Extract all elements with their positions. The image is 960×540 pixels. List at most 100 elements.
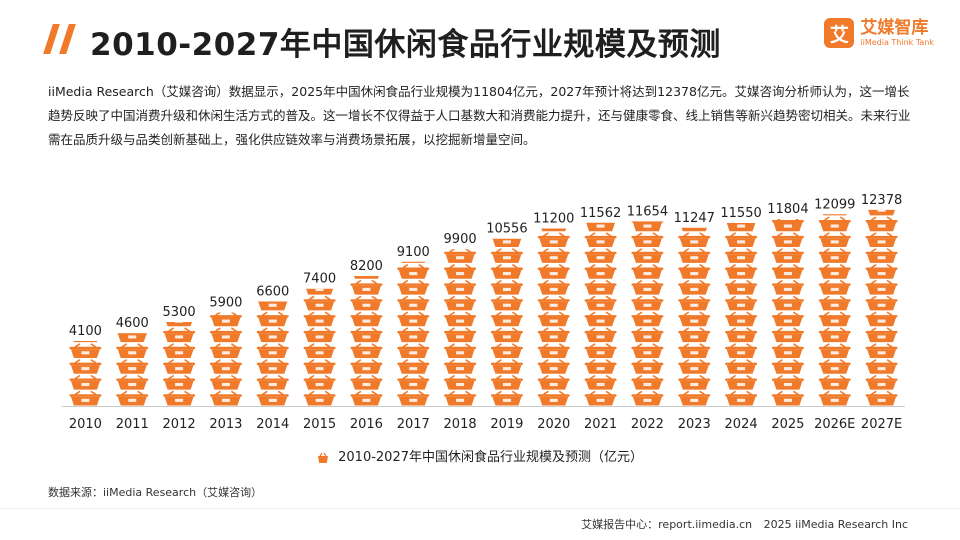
basket-icon bbox=[306, 288, 334, 295]
basket-icon bbox=[537, 327, 570, 343]
basket-icon bbox=[116, 333, 148, 343]
data-label-2026E: 12099 bbox=[814, 197, 855, 212]
basket-icon bbox=[537, 264, 570, 279]
data-label-2019: 10556 bbox=[486, 222, 527, 237]
basket-icon bbox=[584, 280, 617, 295]
basket-icon bbox=[303, 327, 336, 343]
basket-icon bbox=[256, 390, 289, 406]
basket-icon bbox=[444, 327, 477, 343]
data-label-2013: 5900 bbox=[209, 296, 242, 311]
basket-icon bbox=[490, 327, 523, 343]
x-tick-label-2026E: 2026E bbox=[814, 417, 855, 432]
basket-icon bbox=[818, 232, 851, 248]
data-label-2015: 7400 bbox=[303, 272, 336, 287]
basket-icon bbox=[397, 295, 430, 311]
basket-icon bbox=[818, 375, 851, 390]
basket-icon bbox=[490, 390, 523, 406]
basket-icon bbox=[541, 228, 567, 232]
basket-icon bbox=[725, 343, 758, 358]
bar-2020 bbox=[537, 228, 570, 406]
basket-icon bbox=[584, 390, 617, 406]
bar-2019 bbox=[490, 238, 523, 406]
basket-icon bbox=[631, 221, 664, 232]
basket-icon bbox=[818, 264, 851, 279]
logo-mark-icon: 艾 bbox=[824, 18, 855, 48]
basket-icon bbox=[678, 375, 711, 390]
basket-icon bbox=[678, 280, 711, 295]
footer-report-link[interactable]: 艾媒报告中心：report.iimedia.cn bbox=[581, 518, 753, 531]
basket-icon bbox=[678, 311, 711, 327]
footer-divider bbox=[0, 508, 960, 509]
basket-icon bbox=[865, 248, 898, 263]
basket-icon bbox=[490, 295, 523, 311]
basket-icon bbox=[444, 375, 477, 390]
basket-icon bbox=[678, 359, 711, 374]
basket-icon bbox=[397, 375, 430, 390]
chart-legend: 2010-2027年中国休闲食品行业规模及预测（亿元） bbox=[0, 446, 960, 465]
basket-icon bbox=[584, 311, 617, 327]
bar-2025 bbox=[771, 218, 804, 406]
basket-icon bbox=[631, 264, 664, 279]
basket-icon bbox=[631, 359, 664, 374]
basket-icon bbox=[771, 232, 804, 248]
basket-icon bbox=[725, 280, 758, 295]
basket-icon bbox=[397, 343, 430, 358]
basket-icon bbox=[209, 359, 242, 374]
basket-icon bbox=[631, 390, 664, 406]
data-label-2022: 11654 bbox=[627, 204, 668, 219]
basket-icon bbox=[397, 311, 430, 327]
basket-icon bbox=[818, 280, 851, 295]
footer-copyright: 2025 iiMedia Research Inc bbox=[763, 518, 908, 531]
basket-icon bbox=[490, 311, 523, 327]
basket-icon bbox=[771, 218, 804, 232]
basket-icon bbox=[397, 264, 430, 279]
basket-icon bbox=[771, 264, 804, 279]
basket-icon bbox=[865, 280, 898, 295]
basket-icon bbox=[350, 359, 383, 374]
data-label-2025: 11804 bbox=[767, 202, 808, 217]
basket-icon bbox=[73, 341, 98, 343]
basket-icon bbox=[725, 359, 758, 374]
basket-icon bbox=[865, 343, 898, 358]
basket-icon bbox=[818, 311, 851, 327]
basket-icon bbox=[818, 248, 851, 263]
basket-icon bbox=[584, 375, 617, 390]
basket-icon bbox=[537, 232, 570, 248]
basket-icon bbox=[818, 327, 851, 343]
basket-icon bbox=[537, 295, 570, 311]
basket-icon bbox=[490, 359, 523, 374]
bar-2027E bbox=[865, 209, 898, 406]
basket-icon bbox=[865, 375, 898, 390]
basket-icon bbox=[350, 390, 383, 406]
basket-icon bbox=[116, 375, 149, 390]
basket-icon bbox=[771, 375, 804, 390]
basket-icon bbox=[166, 322, 193, 327]
basket-icon bbox=[818, 359, 851, 374]
basket-icon bbox=[771, 280, 804, 295]
basket-icon bbox=[116, 343, 149, 358]
basket-icon bbox=[725, 295, 758, 311]
basket-icon bbox=[584, 295, 617, 311]
basket-icon bbox=[868, 209, 895, 216]
data-label-2024: 11550 bbox=[720, 206, 761, 221]
data-label-2027E: 12378 bbox=[861, 193, 902, 208]
x-tick-label-2025: 2025 bbox=[771, 417, 804, 432]
bar-2023 bbox=[678, 227, 711, 406]
basket-icon bbox=[490, 248, 523, 263]
data-label-2011: 4600 bbox=[116, 316, 149, 331]
basket-icon bbox=[397, 327, 430, 343]
basket-icon bbox=[584, 343, 617, 358]
basket-icon bbox=[631, 343, 664, 358]
data-label-2020: 11200 bbox=[533, 212, 574, 227]
basket-icon bbox=[209, 390, 242, 406]
basket-icon bbox=[257, 301, 289, 311]
basket-icon bbox=[537, 343, 570, 358]
basket-icon bbox=[69, 359, 102, 374]
bar-2018 bbox=[444, 249, 477, 406]
basket-icon bbox=[490, 280, 523, 295]
basket-icon bbox=[490, 375, 523, 390]
basket-icon bbox=[725, 327, 758, 343]
x-tick-label-2027E: 2027E bbox=[861, 417, 902, 432]
basket-icon bbox=[69, 390, 102, 406]
basket-icon bbox=[771, 295, 804, 311]
